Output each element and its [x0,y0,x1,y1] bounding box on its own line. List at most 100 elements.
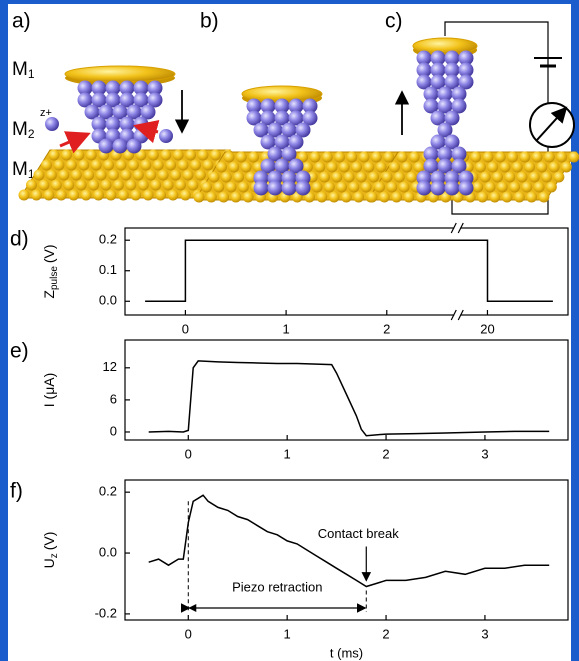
gold-atom [383,151,395,163]
gold-atom [340,191,352,203]
gold-atom [220,171,232,183]
label-sub: 1 [28,67,35,81]
gold-atom [152,159,164,171]
gold-atom [389,161,400,173]
atom [281,122,297,138]
y-tick-label: 0.2 [99,484,117,499]
gold-atom [391,191,403,203]
gold-atom [213,181,225,193]
axis-break-gap [454,312,461,318]
gold-atom [536,161,548,173]
gold-atom [225,181,237,193]
gold-atom [326,161,338,173]
x-axis-label: t (ms) [330,645,363,660]
atom [430,74,446,90]
gold-atom [202,159,214,171]
gold-atom [70,169,82,181]
atom [246,110,262,126]
gold-atom [170,169,182,181]
atom [451,146,467,162]
gold-atom [351,161,363,173]
label: M [12,119,28,140]
label-sub: 1 [28,167,35,181]
gold-atom [90,159,102,171]
gold-atom [368,171,380,183]
y-axis-label-part: (V) [41,532,57,551]
gold-atom [338,161,350,173]
label-m1: M1 [12,59,35,81]
frame [571,0,579,661]
gold-atom [172,149,184,161]
gold-atom [393,171,405,183]
gold-atom [511,161,523,173]
gold-atom [519,151,531,163]
gold-atom [41,159,52,171]
atom [147,92,163,108]
atom [416,74,432,90]
gold-atom [316,191,328,203]
x-tick-label: 0 [182,321,189,336]
atom [133,92,149,108]
gold-atom [245,171,257,183]
atom [288,110,304,126]
gold-electrode [412,37,478,55]
gold-atom [160,149,172,161]
atom [267,122,283,138]
atom [91,80,107,96]
gold-atom [474,161,486,173]
x-tick-label: 1 [284,626,291,641]
gold-atom [538,191,550,203]
gold-atom [240,161,252,173]
gold-atom [63,179,75,191]
panel-label: f) [10,480,23,503]
atom [416,62,432,78]
gold-atom [499,161,511,173]
atom [416,180,432,196]
atom [288,134,304,150]
gold-atom [218,191,230,203]
x-tick-label: 1 [284,446,291,461]
gold-atom [531,151,543,163]
atom [437,146,453,162]
gold-atom [323,181,335,193]
panel-label: c) [385,10,403,33]
y-tick-label: 0.0 [99,544,117,559]
gold-atom [193,191,205,203]
x-tick-label: 0 [185,446,192,461]
atom [281,146,297,162]
gold-atom [406,171,418,183]
panel-label: a) [12,10,31,33]
gold-atom [311,181,323,193]
gold-atom [346,151,358,163]
gold-atom [363,161,375,173]
gold-atom [201,181,212,193]
gold-atom [309,151,321,163]
atom [119,80,135,96]
gold-atom [237,181,249,193]
gold-atom [543,151,555,163]
gold-atom [179,189,191,201]
atom [458,50,474,66]
atom [295,122,311,138]
gold-atom [53,159,65,171]
panel-label: e) [10,340,29,363]
gold-atom [358,151,370,163]
meter [529,102,575,148]
gold-atom [75,179,87,191]
atom [430,134,446,150]
atom [105,92,121,108]
gold-atom [501,191,513,203]
atom [423,158,439,174]
y-axis-label-part: (V) [41,244,57,263]
y-axis-label-part: Z [41,290,57,299]
atom [274,110,290,126]
gold-atom [370,151,382,163]
plot-frame [124,479,569,621]
atom [437,98,453,114]
atom [437,86,453,102]
gold-atom [26,179,37,191]
atom [260,98,276,114]
gold-atom [524,161,536,173]
gold-atom [117,189,129,201]
y-axis-label-part: U [41,558,57,568]
